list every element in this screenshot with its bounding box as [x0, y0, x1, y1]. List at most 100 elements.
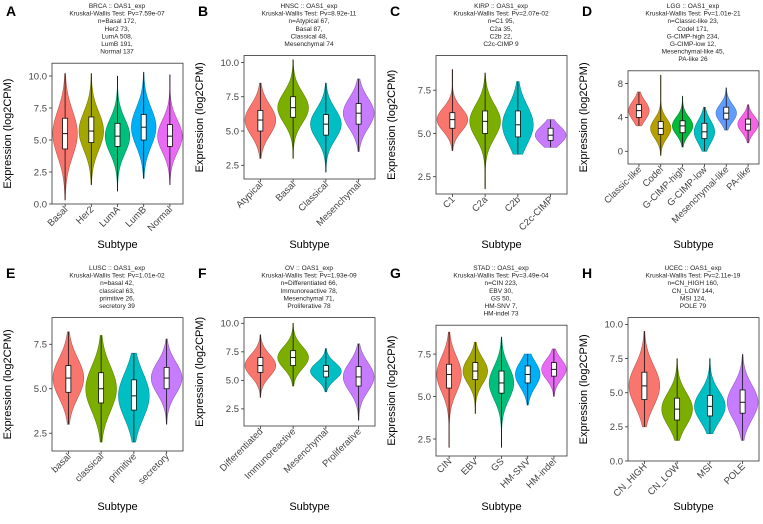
title-line: n=C1 95, [488, 18, 515, 25]
plot-frame [243, 55, 376, 180]
y-tick-label: 5.0 [226, 376, 239, 387]
title-line: Basal 87, [295, 26, 322, 33]
title-line: EBV 30, [489, 288, 513, 295]
x-axis-label: Subtype [673, 239, 713, 251]
plot-area [436, 331, 567, 448]
x-axis-label: Subtype [289, 239, 329, 251]
x-tick-label-basal: basal [50, 451, 74, 475]
plot-frame [243, 317, 376, 427]
x-tick-label-secretory: secretory [136, 451, 172, 487]
x-tick-label-cin: CIN [435, 456, 454, 475]
x-tick-label-basal: Basal [46, 204, 71, 229]
y-tick-label: 7.5 [226, 92, 239, 103]
panel-label-f: F [198, 265, 207, 281]
title-line: primitive 26, [99, 295, 134, 302]
title-line: n=CN_HIGH 160, [667, 280, 718, 287]
x-tick-label-normal: Normal [146, 204, 175, 233]
box-g-cimp-low [701, 122, 708, 139]
panel-label-a: A [6, 3, 16, 19]
title-line: HM-SNV 7, [485, 303, 518, 310]
box-atypical [257, 110, 264, 132]
x-tick-label-msi: MSI [695, 461, 715, 481]
panel-c: C KIRP :: OAS1_exp Kruskal-Wallis Test: Pv… [384, 0, 574, 262]
box-basal [290, 96, 297, 118]
y-tick-label: 7.5 [418, 349, 431, 360]
y-axis-label: Expression (log2CPM) [194, 317, 206, 427]
y-axis-label: Expression (log2CPM) [578, 62, 590, 172]
title-line: LUSC :: OAS1_exp [89, 265, 145, 272]
title-line: LGG :: OAS1_exp [667, 3, 720, 10]
x-tick-label-pa-like: PA-like [725, 164, 754, 193]
y-tick-label: 7.5 [226, 347, 239, 358]
y-tick-label: 7.5 [34, 103, 47, 114]
x-tick-label-cn-low: CN_LOW [646, 461, 683, 498]
plot-area [628, 330, 759, 441]
y-axis-label: Expression (log2CPM) [386, 336, 398, 446]
x-tick-label-c2b: C2b [503, 194, 523, 214]
x-tick-label-classical: classical [73, 451, 106, 484]
title-line: Kruskal-Wallis Test: Pv=1.01e-02 [69, 273, 165, 280]
x-axis-label: Subtype [97, 501, 137, 513]
title-line: Classical 48, [291, 33, 328, 40]
x-tick-label-c2c-cimp: C2c-CIMP [517, 194, 556, 233]
box-pole [739, 389, 746, 414]
x-tick-label-luma: LumA [97, 204, 123, 230]
panel-f: F OV :: OAS1_exp Kruskal-Wallis Test: Pv=1… [192, 262, 382, 524]
panel-label-g: G [390, 265, 401, 281]
box-basal [65, 365, 72, 393]
x-tick-label-gs: GS [489, 456, 506, 473]
title-line: G-CIMP-high 234, [667, 33, 720, 40]
y-tick-label: 2.5 [418, 434, 431, 445]
title-line: secretory 39 [99, 303, 135, 310]
y-tick-label: 0 [618, 147, 623, 158]
title-line: Mesenchymal-like 45, [662, 49, 725, 56]
y-tick-label: 5.0 [34, 384, 47, 395]
title-line: C2a 35, [490, 26, 513, 33]
y-tick-label: 5.0 [226, 126, 239, 137]
title-line: CN_LOW 144, [672, 288, 714, 295]
y-axis-label: Expression (log2CPM) [194, 62, 206, 172]
title-line: OV :: OAS1_exp [285, 265, 333, 272]
title-line: n=Basal 172, [98, 18, 136, 25]
title-line: PA-like 26 [678, 56, 708, 63]
box-c2b [514, 110, 521, 138]
y-tick-label: 10.0 [221, 58, 240, 69]
panel-label-e: E [6, 265, 15, 281]
title-line: Kruskal-Wallis Test: Pv=2.11e-19 [646, 273, 741, 280]
box-g-cimp-high [679, 120, 686, 134]
y-tick-label: 0.0 [34, 199, 47, 210]
title-line: Kruskal-Wallis Test: Pv=2.07e-02 [453, 11, 549, 18]
y-tick-label: 7.5 [34, 340, 47, 351]
panel-e: E LUSC :: OAS1_exp Kruskal-Wallis Test: Pv… [0, 262, 190, 524]
title-line: Immunoreactive 78, [280, 288, 337, 295]
y-tick-label: 7.5 [610, 354, 623, 365]
box-differentiated [257, 357, 264, 373]
box-classical [98, 372, 105, 404]
title-line: STAD :: OAS1_exp [473, 265, 529, 272]
box-cin [446, 363, 452, 389]
x-tick-label-atypical: Atypical [234, 179, 265, 210]
box-mesenchymal [355, 103, 362, 125]
panel-label-h: H [582, 265, 592, 281]
title-line: GS 50, [491, 295, 511, 302]
plot-frame [627, 317, 760, 462]
y-axis-label: Expression (log2CPM) [578, 334, 590, 444]
box-immunoreactive [290, 350, 297, 366]
y-tick-label: 8 [618, 79, 623, 90]
y-tick-label: 10.0 [221, 319, 240, 330]
x-tick-label-basal: Basal [274, 179, 299, 204]
x-tick-label-c1: C1 [441, 194, 457, 210]
title-line: Her2 73, [105, 26, 130, 33]
x-axis-label: Subtype [97, 239, 137, 251]
y-tick-label: 7.5 [418, 86, 431, 97]
plot-area [628, 74, 759, 156]
box-classical [322, 114, 329, 136]
plot-area [244, 323, 375, 421]
title-line: n=Classic-like 23, [667, 18, 718, 25]
